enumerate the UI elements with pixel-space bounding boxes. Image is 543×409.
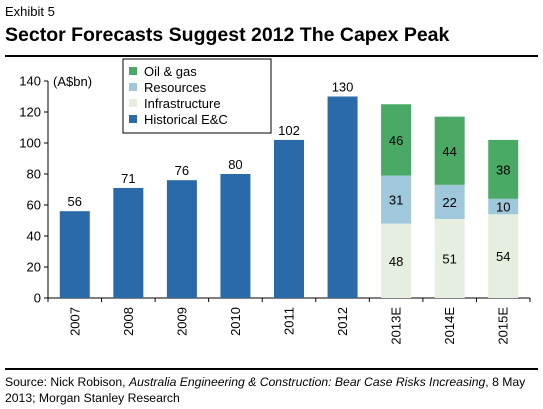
y-unit-label: (A$bn) xyxy=(53,74,92,89)
legend-swatch xyxy=(129,115,137,123)
data-label: 10 xyxy=(496,200,510,215)
y-tick-label: 120 xyxy=(19,105,41,120)
data-label: 46 xyxy=(389,133,403,148)
legend-label: Infrastructure xyxy=(144,96,221,111)
y-tick-label: 60 xyxy=(27,198,41,213)
data-label: 38 xyxy=(496,162,510,177)
x-tick-label: 2010 xyxy=(228,307,243,336)
data-label: 22 xyxy=(442,195,456,210)
bar-segment xyxy=(381,104,412,176)
legend-label: Resources xyxy=(144,80,207,95)
y-tick-label: 100 xyxy=(19,136,41,151)
x-tick-label: 2013E xyxy=(389,307,404,345)
legend: Oil & gasResourcesInfrastructureHistoric… xyxy=(122,58,272,134)
bar-segment xyxy=(434,184,465,219)
legend-swatch xyxy=(129,99,137,107)
data-label: 54 xyxy=(496,249,510,264)
source-prefix: Source: Nick Robison, xyxy=(5,375,129,389)
y-tick-label: 40 xyxy=(27,229,41,244)
bar-segment xyxy=(488,214,519,298)
data-label: 31 xyxy=(389,193,403,208)
source-report-title: Australia Engineering & Construction: Be… xyxy=(128,375,486,389)
bar-chart: 0 20 40 60 80 100 120 140 2007 2008 2009 2010 2011 20… xyxy=(19,58,531,345)
data-label: 76 xyxy=(175,163,189,178)
source-suffix: , 8 May 2013; Morgan Stanley Research xyxy=(5,375,526,405)
bar-segment xyxy=(274,139,304,298)
bars xyxy=(59,96,519,298)
legend-swatch xyxy=(129,67,137,75)
bar-segment xyxy=(327,96,358,298)
data-label: 44 xyxy=(442,144,456,159)
legend-swatch xyxy=(129,83,137,91)
bar-segment xyxy=(381,223,412,298)
data-label: 102 xyxy=(278,123,300,138)
data-labels: 56 71 76 80 102 130 48 31 46 51 22 44 54 10 38 xyxy=(68,80,511,269)
x-tick-label: 2012 xyxy=(335,307,350,336)
data-label: 71 xyxy=(121,171,135,186)
bar-segment xyxy=(166,180,197,298)
top-rule xyxy=(5,55,538,57)
legend-box xyxy=(122,58,272,134)
legend-label: Historical E&C xyxy=(144,112,228,127)
data-label: 130 xyxy=(332,80,354,95)
bar-segment xyxy=(434,218,465,298)
bar-segment xyxy=(220,174,251,298)
axes: 0 20 40 60 80 100 120 140 2007 2008 2009 2010 2011 20… xyxy=(19,74,531,345)
x-tick-label: 2008 xyxy=(121,307,136,336)
y-tick-label: 0 xyxy=(34,291,41,306)
x-tick-label: 2011 xyxy=(282,307,297,335)
bar-segment xyxy=(434,116,465,185)
data-label: 51 xyxy=(442,251,456,266)
x-tick-label: 2015E xyxy=(496,307,511,345)
y-tick-label: 140 xyxy=(19,74,41,89)
data-label: 48 xyxy=(389,254,403,269)
x-tick-label: 2014E xyxy=(442,307,457,345)
x-tick-label: 2007 xyxy=(67,307,82,336)
bar-segment xyxy=(488,139,519,199)
bottom-rule xyxy=(5,368,538,370)
y-tick-label: 20 xyxy=(27,260,41,275)
legend-label: Oil & gas xyxy=(144,64,197,79)
bar-segment xyxy=(381,175,412,224)
x-tick-label: 2009 xyxy=(174,307,189,336)
bar-segment xyxy=(113,187,144,298)
bar-segment xyxy=(59,211,90,298)
chart-title: Sector Forecasts Suggest 2012 The Capex … xyxy=(5,24,450,46)
bar-segment xyxy=(488,198,519,215)
source-note: Source: Nick Robison, Australia Engineer… xyxy=(5,374,538,406)
exhibit-label: Exhibit 5 xyxy=(5,4,55,19)
data-label: 80 xyxy=(228,157,242,172)
y-tick-label: 80 xyxy=(27,167,41,182)
data-label: 56 xyxy=(68,194,82,209)
